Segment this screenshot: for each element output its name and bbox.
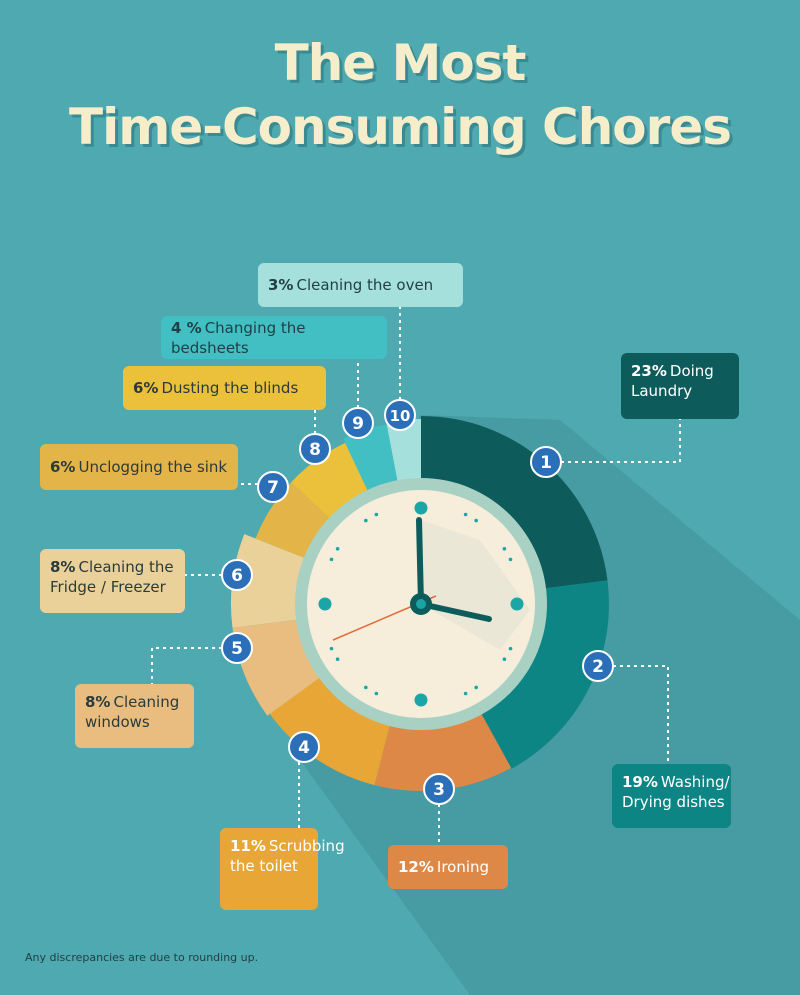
chore-percent: 23% <box>631 362 667 380</box>
footnote: Any discrepancies are due to rounding up… <box>25 951 259 964</box>
chore-name: Dusting the blinds <box>161 379 299 397</box>
chore-label-1: 23% Doing Laundry <box>621 353 739 419</box>
chore-percent: 19% <box>622 773 658 791</box>
rank-number: 8 <box>309 440 321 460</box>
chore-name: Cleaning the Fridge / Freezer <box>50 558 174 596</box>
chore-name: Cleaning windows <box>85 693 180 731</box>
chore-name: Ironing <box>436 858 490 876</box>
leader-line-5 <box>151 647 222 684</box>
rank-marker-6: 6 <box>221 559 253 591</box>
chore-label-3: 12% Ironing <box>388 845 508 889</box>
chore-percent: 12% <box>398 858 434 876</box>
minute-dot <box>364 685 368 690</box>
hand-shadow <box>421 520 530 650</box>
minute-dot <box>335 657 340 661</box>
rank-marker-circle <box>257 471 289 503</box>
minute-dot <box>374 691 379 696</box>
rank-number: 4 <box>298 738 310 758</box>
chore-name: Changing the bedsheets <box>171 318 306 357</box>
rank-marker-10: 10 <box>384 399 416 431</box>
rank-marker-circle <box>423 773 455 805</box>
chore-label-2: 19% Washing/ Drying dishes <box>612 764 731 828</box>
chore-percent: 11% <box>230 837 266 855</box>
minute-dot <box>364 518 368 523</box>
minute-hand <box>416 517 424 607</box>
chore-label-7: 6% Unclogging the sink <box>40 444 238 490</box>
chore-name: Cleaning the oven <box>296 276 434 294</box>
chore-label-6: 8% Cleaning the Fridge / Freezer <box>40 549 185 613</box>
clock-ticks <box>318 501 524 707</box>
rank-marker-9: 9 <box>342 407 374 439</box>
rank-marker-4: 4 <box>288 731 320 763</box>
hour-mark-0 <box>414 501 428 515</box>
chore-percent: 8% <box>50 558 76 576</box>
rank-number: 9 <box>352 414 364 434</box>
rank-marker-circle <box>221 559 253 591</box>
chore-percent: 8% <box>85 693 111 711</box>
chore-percent: 6% <box>50 458 76 476</box>
chore-label-8: 6% Dusting the blinds <box>123 366 326 410</box>
rank-marker-circle <box>342 407 374 439</box>
rank-number: 5 <box>231 639 243 659</box>
minute-dot <box>474 685 478 690</box>
minute-dot <box>463 691 468 696</box>
rank-markers: 1 2 3 4 5 6 7 8 9 10 <box>221 399 614 805</box>
minute-dot <box>329 557 334 562</box>
rank-marker-circle <box>582 650 614 682</box>
chart-title-line1: The Most <box>274 34 527 92</box>
minute-dot <box>335 547 340 551</box>
hour-mark-3 <box>510 597 524 611</box>
clock-center-dot <box>416 599 426 609</box>
chore-name: Scrubbing the toilet <box>230 837 345 875</box>
rank-marker-circle <box>288 731 320 763</box>
chore-name: Washing/ Drying dishes <box>622 773 730 811</box>
rank-marker-2: 2 <box>582 650 614 682</box>
leader-line-1 <box>561 418 681 463</box>
hour-hand <box>418 601 492 622</box>
rank-marker-5: 5 <box>221 632 253 664</box>
leader-lines <box>151 307 681 845</box>
hour-mark-6 <box>414 693 428 707</box>
rank-marker-circle <box>299 433 331 465</box>
rank-number: 3 <box>433 780 445 800</box>
chore-name: Unclogging the sink <box>78 458 228 476</box>
chore-label-10: 3% Cleaning the oven <box>258 263 463 307</box>
chart-title-line2: Time-Consuming Chores <box>68 98 732 156</box>
chore-percent: 6% <box>133 379 159 397</box>
rank-number: 7 <box>267 478 279 498</box>
rank-marker-8: 8 <box>299 433 331 465</box>
minute-dot <box>508 646 513 651</box>
chore-label-5: 8% Cleaning windows <box>75 684 194 748</box>
hour-mark-9 <box>318 597 332 611</box>
minute-dot <box>474 518 478 523</box>
rank-marker-7: 7 <box>257 471 289 503</box>
minute-dot <box>508 557 513 562</box>
rank-number: 6 <box>231 566 243 586</box>
chore-name: Doing Laundry <box>631 362 714 400</box>
minute-dot <box>502 657 507 661</box>
chore-percent: 4 % <box>171 318 202 337</box>
rank-number: 2 <box>592 657 604 677</box>
chore-percent: 3% <box>268 276 294 294</box>
rank-marker-1: 1 <box>530 446 562 478</box>
rank-marker-circle <box>221 632 253 664</box>
minute-dot <box>329 646 334 651</box>
rank-number: 1 <box>540 453 552 473</box>
rank-marker-circle <box>384 399 416 431</box>
chore-label-4: 11% Scrubbing the toilet <box>220 828 345 910</box>
rank-number: 10 <box>390 407 411 425</box>
chore-label-9: 4 % Changing the bedsheets <box>161 316 387 359</box>
minute-dot <box>502 547 507 551</box>
minute-dot <box>463 512 468 517</box>
rank-marker-3: 3 <box>423 773 455 805</box>
leader-line-2 <box>613 665 669 764</box>
rank-marker-circle <box>530 446 562 478</box>
minute-dot <box>374 512 379 517</box>
